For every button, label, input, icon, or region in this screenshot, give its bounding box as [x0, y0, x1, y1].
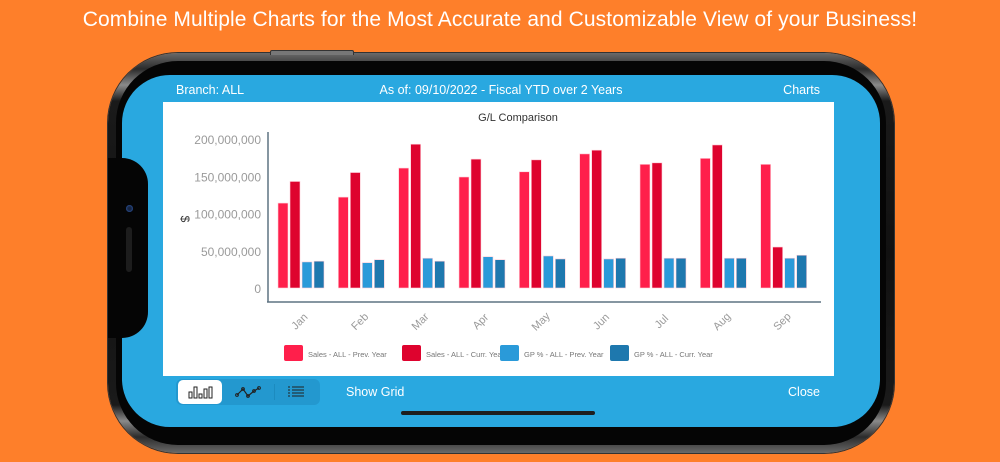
y-tick-label: 200,000,000	[194, 133, 261, 147]
bar-sep-series-1[interactable]	[760, 164, 771, 289]
legend-swatch	[500, 345, 519, 361]
bar-jan-series-2[interactable]	[289, 181, 301, 289]
bar-mar-series-3[interactable]	[422, 257, 433, 289]
bar-sep-series-4[interactable]	[796, 254, 807, 289]
bar-may-series-3[interactable]	[543, 255, 554, 289]
line-chart-view-button[interactable]	[226, 380, 270, 404]
app-screen: Branch: ALL As of: 09/10/2022 - Fiscal Y…	[122, 75, 880, 427]
bar-may-series-2[interactable]	[531, 159, 542, 289]
bar-chart-icon	[188, 386, 213, 399]
x-tick-label: Sep	[771, 311, 793, 333]
y-axis-label: $	[178, 216, 192, 223]
bar-jan-series-3[interactable]	[301, 261, 313, 289]
as-of-label: As of: 09/10/2022 - Fiscal YTD over 2 Ye…	[379, 83, 623, 97]
bar-mar-series-1[interactable]	[398, 167, 409, 289]
x-tick-label: Jun	[591, 311, 612, 332]
bar-may-series-4[interactable]	[555, 258, 566, 289]
bar-jun-series-2[interactable]	[591, 149, 602, 289]
headline: Combine Multiple Charts for the Most Acc…	[82, 8, 918, 31]
speaker-grille	[126, 227, 132, 272]
show-grid-button[interactable]: Show Grid	[346, 385, 405, 399]
home-indicator[interactable]	[401, 411, 595, 415]
bottom-bar: Show Grid Close	[122, 376, 880, 427]
legend-swatch	[284, 345, 303, 361]
y-tick-label: 50,000,000	[201, 245, 261, 259]
list-icon	[288, 386, 304, 397]
bar-jun-series-3[interactable]	[603, 258, 614, 289]
bar-apr-series-3[interactable]	[482, 256, 494, 289]
phone-side-button	[270, 50, 354, 55]
bar-aug-series-4[interactable]	[736, 257, 747, 289]
bar-feb-series-4[interactable]	[374, 259, 385, 289]
bar-mar-series-4[interactable]	[434, 260, 445, 289]
legend-swatch	[402, 345, 421, 361]
bar-apr-series-2[interactable]	[470, 158, 482, 289]
bar-feb-series-2[interactable]	[350, 172, 361, 289]
gl-comparison-chart: G/L Comparison $ 0 50,000,000 100,000,000 1…	[178, 112, 821, 361]
legend-swatch	[610, 345, 629, 361]
line-chart-icon	[235, 386, 261, 398]
x-tick-label: Apr	[471, 311, 492, 332]
x-tick-label: Feb	[349, 311, 371, 333]
x-tick-label: May	[530, 310, 554, 334]
bar-chart-view-button[interactable]	[178, 380, 222, 404]
bar-aug-series-2[interactable]	[712, 144, 723, 289]
y-tick-label: 100,000,000	[194, 208, 261, 222]
bar-jul-series-2[interactable]	[651, 162, 663, 289]
x-tick-label: Jul	[653, 313, 671, 331]
chart-card: G/L Comparison $ 0 50,000,000 100,000,000 1…	[163, 102, 834, 376]
bar-jul-series-4[interactable]	[675, 257, 687, 289]
charts-link[interactable]: Charts	[783, 83, 820, 97]
bar-aug-series-1[interactable]	[700, 158, 711, 289]
bar-sep-series-2[interactable]	[772, 246, 783, 289]
bar-jun-series-4[interactable]	[615, 257, 626, 289]
bar-mar-series-2[interactable]	[410, 143, 421, 289]
bar-aug-series-3[interactable]	[724, 257, 735, 289]
bar-feb-series-1[interactable]	[338, 196, 349, 289]
top-bar: Branch: ALL As of: 09/10/2022 - Fiscal Y…	[122, 75, 880, 103]
chart-title: G/L Comparison	[478, 112, 558, 124]
bar-jul-series-1[interactable]	[639, 164, 651, 289]
close-button[interactable]: Close	[788, 385, 820, 399]
bar-apr-series-4[interactable]	[494, 259, 506, 289]
bar-apr-series-1[interactable]	[458, 176, 470, 289]
y-tick-label: 0	[254, 282, 261, 296]
camera-icon	[126, 205, 133, 212]
x-tick-label: Mar	[410, 311, 432, 333]
legend-label: Sales - ALL - Curr. Year	[426, 350, 505, 359]
x-tick-label: Jan	[289, 311, 310, 332]
bar-jan-series-4[interactable]	[313, 260, 325, 289]
bar-jul-series-3[interactable]	[663, 257, 675, 289]
bar-feb-series-3[interactable]	[362, 262, 373, 289]
segment-divider	[274, 384, 275, 400]
legend-label: GP % - ALL - Curr. Year	[634, 350, 713, 359]
bar-may-series-1[interactable]	[519, 171, 530, 289]
bar-jun-series-1[interactable]	[579, 153, 590, 289]
branch-label[interactable]: Branch: ALL	[176, 83, 245, 97]
legend-label: GP % - ALL - Prev. Year	[524, 350, 604, 359]
bar-sep-series-3[interactable]	[784, 257, 795, 289]
chart-type-selector	[176, 379, 320, 405]
bar-jan-series-1[interactable]	[277, 202, 289, 289]
list-view-button[interactable]	[274, 380, 318, 404]
x-tick-label: Aug	[711, 311, 733, 333]
y-tick-label: 150,000,000	[194, 170, 261, 184]
legend-label: Sales - ALL - Prev. Year	[308, 350, 387, 359]
